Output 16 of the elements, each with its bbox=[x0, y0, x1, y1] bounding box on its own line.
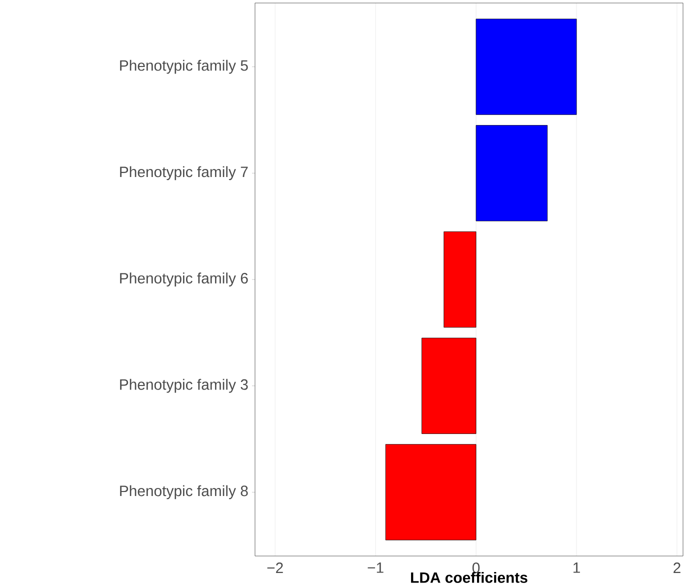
bar bbox=[476, 18, 577, 115]
y-tick-label: Phenotypic family 5 bbox=[120, 60, 248, 74]
y-tick-label: Phenotypic family 6 bbox=[120, 272, 248, 286]
y-tick-label: Phenotypic family 8 bbox=[120, 485, 248, 500]
x-tick-label: −1 bbox=[368, 562, 384, 573]
x-tick-label: 0 bbox=[472, 562, 480, 573]
bar bbox=[444, 231, 476, 328]
y-tick-label: Phenotypic family 3 bbox=[120, 378, 248, 393]
bar bbox=[385, 444, 476, 540]
x-tick-label: 2 bbox=[674, 562, 680, 573]
x-tick-label: −2 bbox=[267, 562, 283, 573]
y-tick-label: Phenotypic family 7 bbox=[120, 166, 248, 180]
x-axis-title: LDA coefficients bbox=[411, 572, 528, 583]
bar bbox=[476, 124, 548, 222]
x-tick-label: 1 bbox=[574, 562, 580, 573]
bar bbox=[422, 338, 476, 434]
